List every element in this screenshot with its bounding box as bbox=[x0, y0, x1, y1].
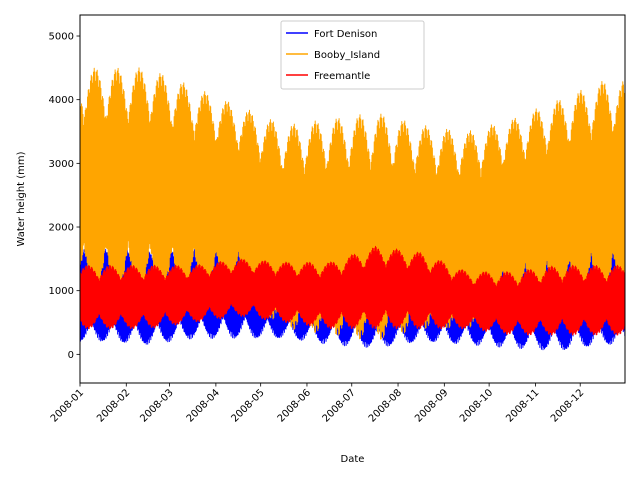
legend-entry: Booby_Island bbox=[314, 50, 380, 61]
y-tick-label: 0 bbox=[68, 350, 74, 361]
series-line-freemantle bbox=[79, 245, 626, 336]
y-axis: 0 1000 2000 3000 4000 5000 bbox=[49, 32, 80, 361]
y-tick-label: 1000 bbox=[49, 286, 74, 297]
legend: Fort Denison Booby_Island Freemantle bbox=[280, 20, 425, 90]
plot-area bbox=[79, 67, 626, 351]
legend-box bbox=[280, 20, 425, 90]
y-tick-label: 5000 bbox=[49, 32, 74, 43]
axes-frame bbox=[79, 14, 626, 384]
y-axis-label: Water height (mm) bbox=[16, 151, 27, 246]
y-tick-label: 4000 bbox=[49, 95, 74, 106]
x-axis-label: Date bbox=[341, 454, 365, 465]
y-tick-label: 3000 bbox=[49, 159, 74, 170]
series-line-booby-island bbox=[79, 67, 626, 340]
legend-entry: Fort Denison bbox=[314, 29, 377, 40]
legend-entry: Freemantle bbox=[314, 71, 370, 82]
y-tick-label: 2000 bbox=[49, 223, 74, 234]
